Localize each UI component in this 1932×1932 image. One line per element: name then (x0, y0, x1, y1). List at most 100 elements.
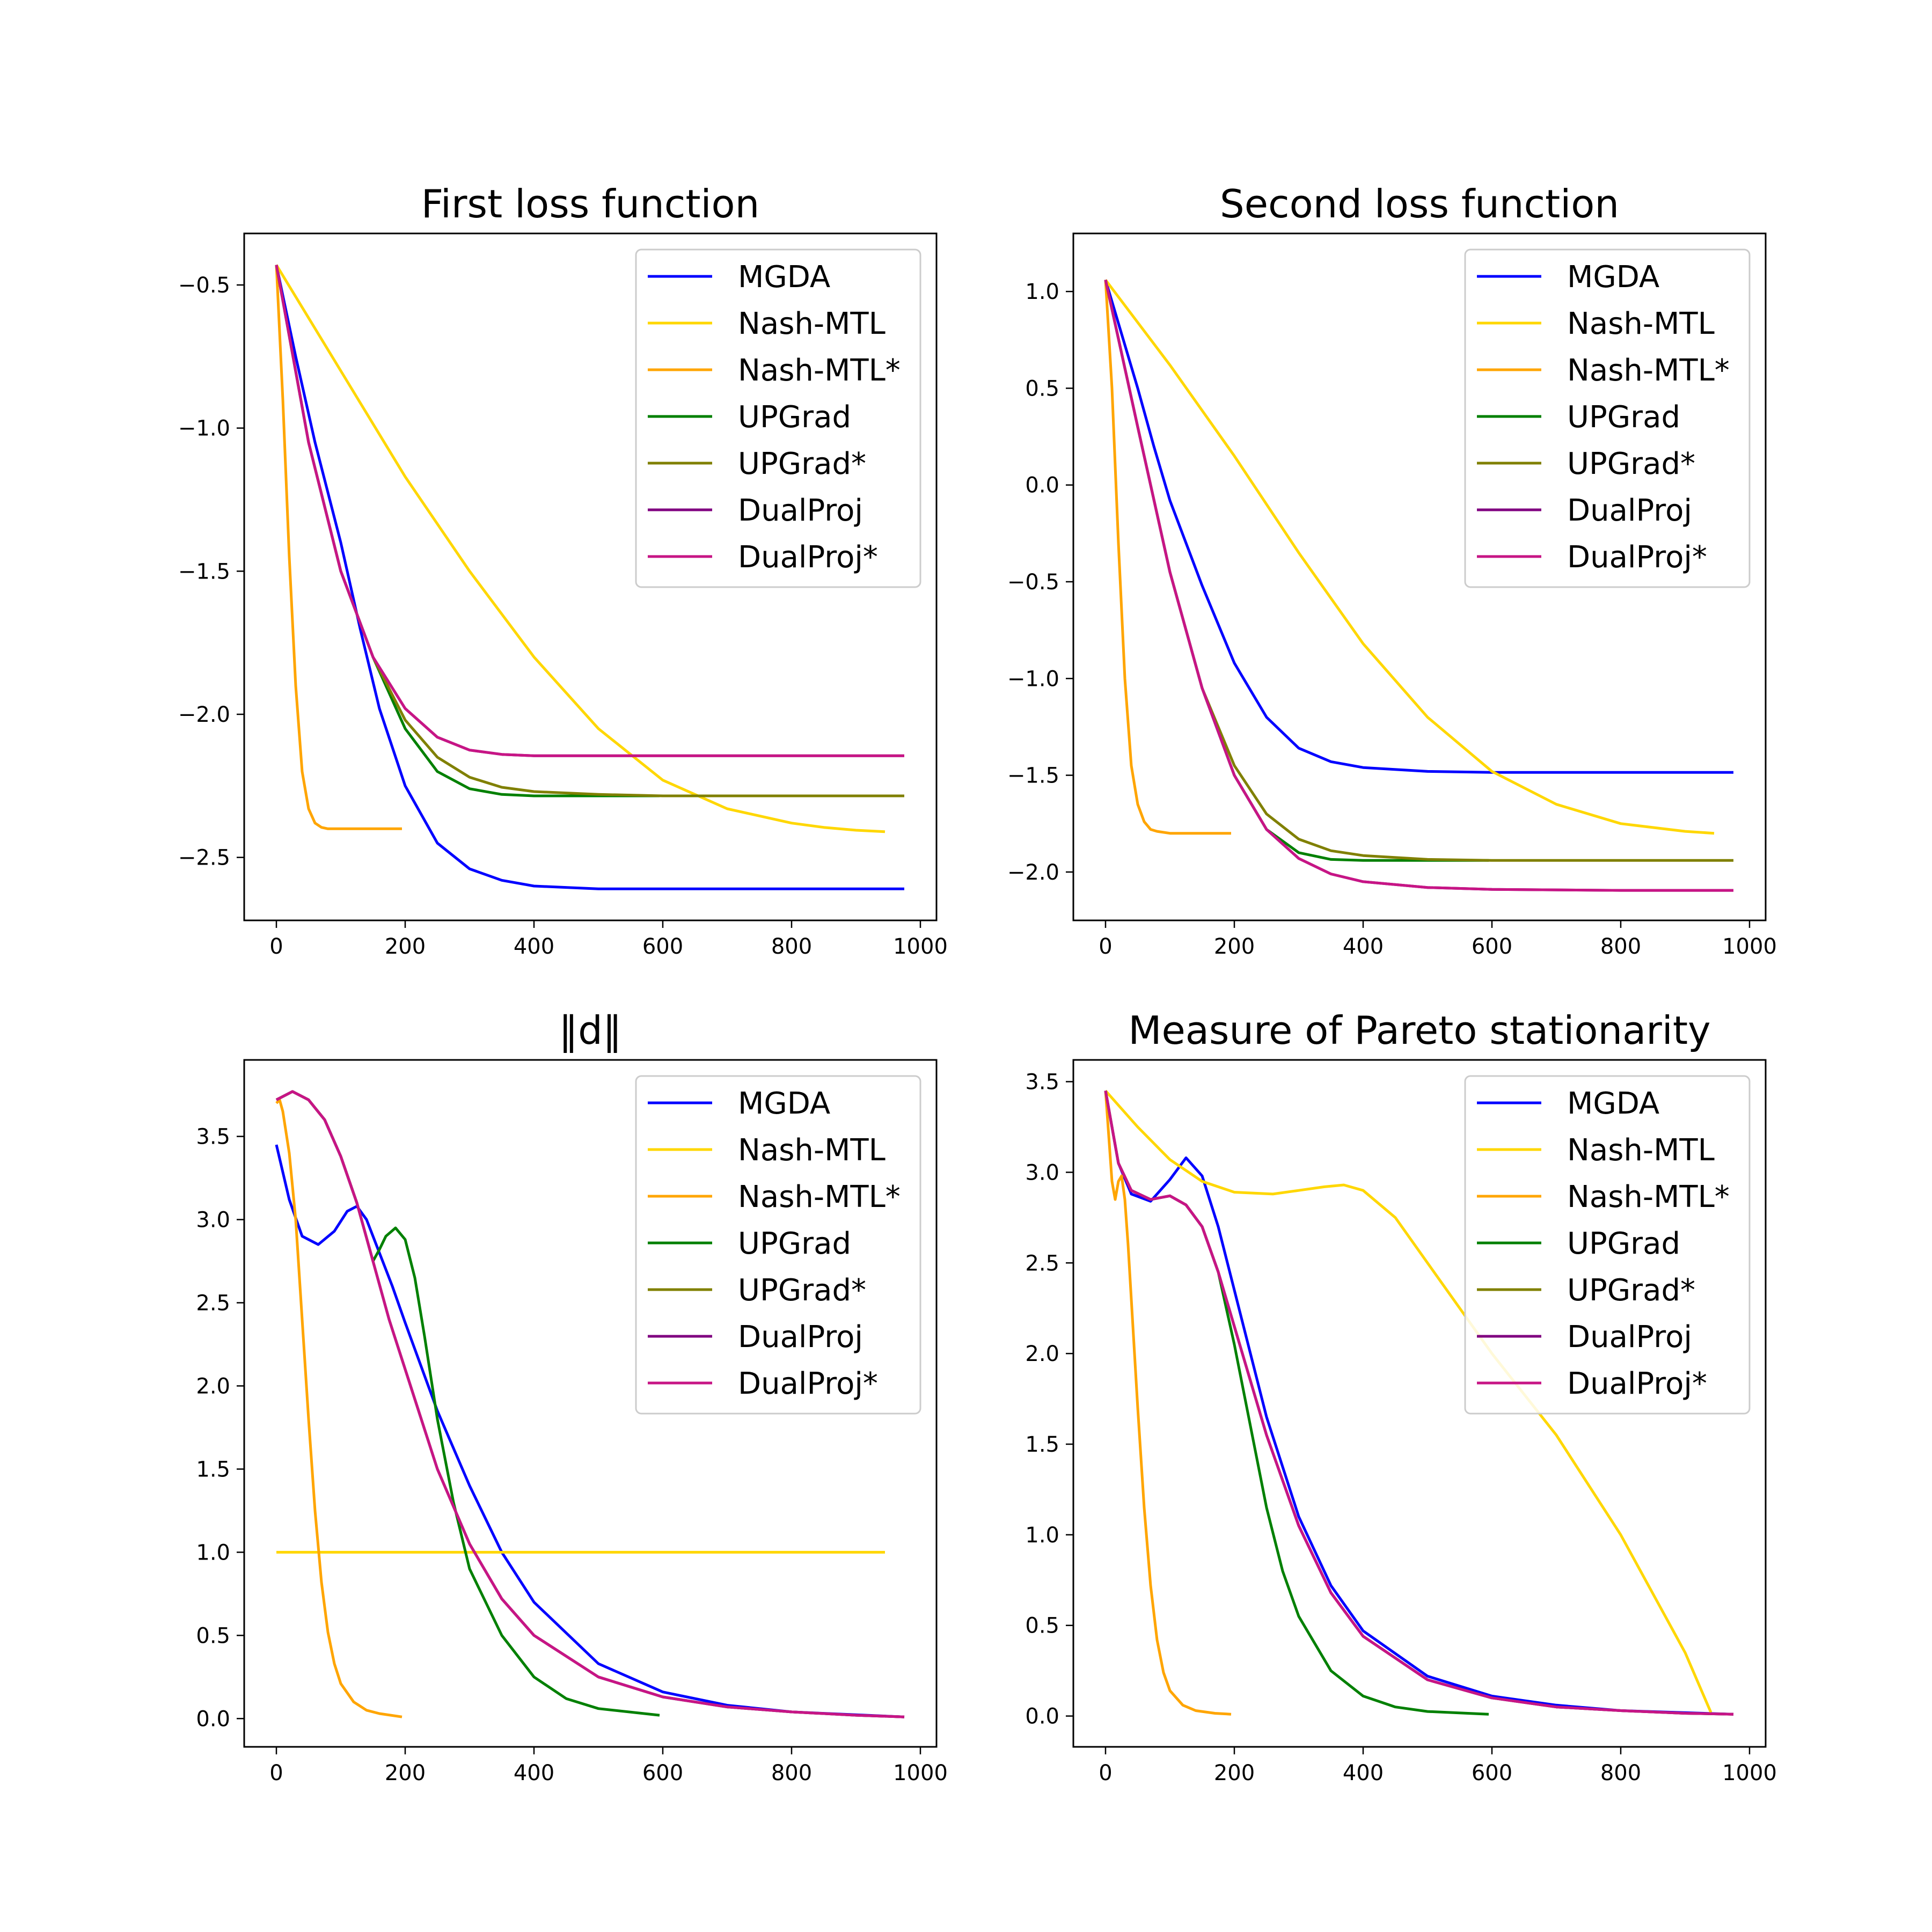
y-tick-label: 2.0 (1025, 1342, 1059, 1366)
series-line-nash-mtl (275, 264, 885, 833)
legend-label: UPGrad (738, 1226, 851, 1261)
series-line-mgda (275, 1144, 905, 1718)
x-tick-label: 1000 (893, 934, 948, 959)
legend-label: Nash-MTL (738, 306, 885, 341)
legend-label: MGDA (1567, 1086, 1659, 1121)
series-line-upgrad (275, 265, 660, 797)
y-tick-label: 1.0 (1025, 280, 1059, 304)
legend-box (635, 1075, 921, 1415)
legend-label: DualProj* (1567, 1366, 1707, 1401)
legend-label: UPGrad (1567, 1226, 1680, 1261)
x-tick-label: 600 (1472, 934, 1512, 959)
panel-title: Second loss function (1220, 181, 1619, 226)
y-tick-label: −1.5 (178, 559, 230, 584)
y-tick-label: −2.0 (178, 702, 230, 727)
axes-frame (243, 1059, 938, 1748)
legend: MGDA Nash-MTL Nash-MTL* UPGrad UPGrad* DualPr… (635, 1075, 921, 1415)
legend-label: UPGrad (738, 400, 851, 435)
y-tick-label: 2.5 (1025, 1251, 1059, 1276)
x-tick-label: 600 (1472, 1761, 1512, 1785)
x-tick-label: 800 (771, 1761, 812, 1785)
legend-label: DualProj* (738, 1366, 878, 1401)
series-line-upgrad (275, 1090, 660, 1717)
y-tick-label: −1.5 (1007, 764, 1059, 788)
panel-4: Measure of Pareto stationarity 0 200 400 600… (1025, 1008, 1777, 1785)
legend-label: UPGrad* (738, 447, 866, 481)
series-line-dualproj-star (1104, 279, 1733, 892)
series-line-upgrad (1104, 279, 1489, 862)
x-tick-label: 600 (642, 934, 683, 959)
y-tick-label: 0.5 (1025, 376, 1059, 401)
legend-label: DualProj* (738, 540, 878, 575)
panel-title: Measure of Pareto stationarity (1128, 1008, 1710, 1053)
y-tick-label: −1.0 (1007, 667, 1059, 691)
x-tick-label: 600 (642, 1761, 683, 1785)
y-tick-label: 1.0 (196, 1540, 230, 1565)
x-tick-label: 1000 (1722, 934, 1777, 959)
series-line-mgda (275, 265, 904, 890)
panel-3: ‖d‖ 0 200 400 600 800 1000 3.5 3.0 2.5 2.0 1.5 1.0 0.… (196, 1008, 948, 1785)
x-tick-label: 200 (385, 1761, 426, 1785)
legend: MGDA Nash-MTL Nash-MTL* UPGrad UPGrad* DualPr… (635, 248, 921, 588)
x-tick-label: 0 (269, 1761, 283, 1785)
y-tick-label: 0.0 (1025, 1704, 1059, 1729)
legend: MGDA Nash-MTL Nash-MTL* UPGrad UPGrad* DualPr… (1464, 1075, 1751, 1415)
x-tick-label: 0 (1099, 1761, 1112, 1785)
series-group (1104, 279, 1733, 892)
legend-label: Nash-MTL (1567, 1133, 1715, 1168)
legend-label: DualProj* (1567, 540, 1707, 575)
x-tick-label: 400 (514, 934, 554, 959)
axes-frame (1072, 1059, 1767, 1748)
x-tick-label: 1000 (1722, 1761, 1777, 1785)
series-line-nash-mtl-star (1104, 280, 1231, 835)
legend-label: Nash-MTL (1567, 306, 1715, 341)
legend-label: UPGrad* (1567, 1273, 1695, 1308)
y-tick-label: 3.0 (1025, 1160, 1059, 1185)
y-tick-label: 3.5 (1025, 1070, 1059, 1095)
series-line-nash-mtl (1104, 279, 1715, 835)
x-tick-label: 200 (1214, 1761, 1255, 1785)
y-tick-label: 3.5 (196, 1125, 230, 1150)
x-tick-label: 800 (1600, 1761, 1641, 1785)
series-line-mgda (1104, 1090, 1734, 1716)
panel-1: First loss function 0 200 400 600 800 1000 −0.5… (178, 181, 948, 959)
x-tick-label: 800 (1600, 934, 1641, 959)
y-tick-label: 2.5 (196, 1291, 230, 1315)
y-tick-label: 0.5 (196, 1623, 230, 1648)
y-tick-label: −2.5 (178, 846, 230, 870)
y-tick-label: 1.5 (1025, 1432, 1059, 1457)
y-tick-label: 0.0 (196, 1707, 230, 1731)
y-tick-label: 3.0 (196, 1208, 230, 1233)
legend-box (1464, 1075, 1751, 1415)
legend-label: UPGrad (1567, 400, 1680, 435)
x-tick-label: 400 (1343, 934, 1384, 959)
legend-box (1464, 248, 1751, 588)
axes-frame (243, 232, 938, 921)
series-line-nash-mtl-star (275, 1098, 402, 1718)
x-tick-label: 200 (385, 934, 426, 959)
legend-label: MGDA (738, 260, 830, 295)
y-tick-label: 0.5 (1025, 1614, 1059, 1638)
y-tick-label: 2.0 (196, 1374, 230, 1399)
y-tick-label: 1.0 (1025, 1523, 1059, 1548)
series-line-upgrad (1104, 1090, 1489, 1716)
legend-label: Nash-MTL* (1567, 1180, 1730, 1214)
y-tick-label: −0.5 (178, 273, 230, 298)
x-tick-label: 0 (1099, 934, 1112, 959)
legend-label: MGDA (1567, 260, 1659, 295)
x-tick-label: 800 (771, 934, 812, 959)
x-tick-label: 0 (269, 934, 283, 959)
series-line-nash-mtl-star (275, 265, 402, 830)
legend-label: MGDA (738, 1086, 830, 1121)
panel-title: ‖d‖ (559, 1008, 622, 1053)
series-line-dualproj-star (275, 1090, 905, 1718)
series-group (275, 264, 904, 890)
legend-label: Nash-MTL* (738, 353, 901, 388)
legend-label: DualProj (738, 1320, 863, 1355)
panel-2: Second loss function 0 200 400 600 800 1000 1.0… (1007, 181, 1777, 959)
legend-label: DualProj (1567, 493, 1692, 528)
panel-title: First loss function (421, 181, 760, 226)
legend-label: Nash-MTL* (738, 1180, 901, 1214)
series-line-dualproj-star (275, 265, 904, 757)
